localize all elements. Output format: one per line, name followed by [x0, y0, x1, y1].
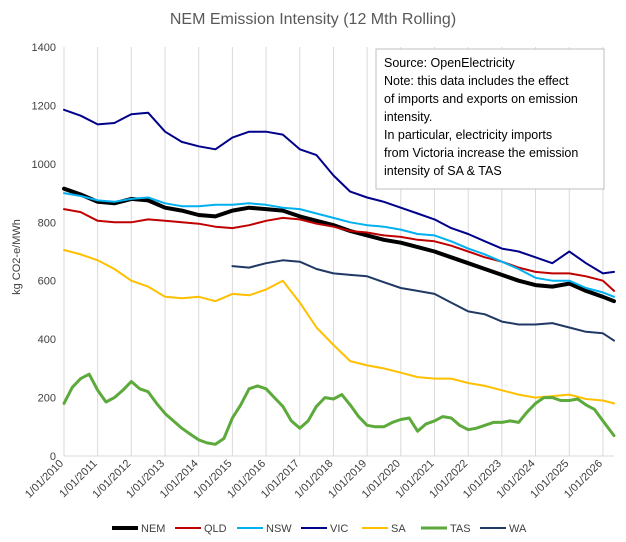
- series-line-nsw: [63, 192, 615, 298]
- legend: NEM QLD NSW VIC SA TAS WA: [112, 523, 527, 535]
- annotation-line: from Victoria increase the emission: [384, 146, 578, 160]
- y-tick-label: 200: [38, 393, 56, 405]
- series-line-vic: [63, 108, 615, 275]
- annotation-line: of imports and exports on emission: [384, 92, 578, 106]
- legend-label-vic: VIC: [330, 523, 348, 535]
- y-tick-label: 0: [50, 451, 56, 463]
- legend-label-qld: QLD: [204, 523, 227, 535]
- y-tick-label: 400: [38, 334, 56, 346]
- series-line-nem: [62, 186, 616, 304]
- series-line-tas: [62, 372, 616, 446]
- legend-label-nem: NEM: [141, 523, 165, 535]
- y-tick-label: 1200: [32, 100, 56, 112]
- series-lines: [62, 108, 616, 446]
- y-tick-label: 600: [38, 276, 56, 288]
- series-line-sa: [63, 249, 615, 405]
- y-tick-label: 1000: [32, 159, 56, 171]
- annotation-line: intensity of SA & TAS: [384, 164, 502, 178]
- annotation-box: Source: OpenElectricity Note: this data …: [375, 48, 605, 190]
- chart-title: NEM Emission Intensity (12 Mth Rolling): [170, 11, 456, 28]
- annotation-line: intensity.: [384, 110, 432, 124]
- legend-label-sa: SA: [391, 523, 406, 535]
- annotation-line: In particular, electricity imports: [384, 128, 552, 142]
- legend-label-nsw: NSW: [266, 523, 292, 535]
- y-axis-label: kg CO2-e/MWh: [11, 219, 23, 295]
- y-tick-label: 800: [38, 217, 56, 229]
- y-tick-label: 1400: [32, 42, 56, 54]
- annotation-line: Note: this data includes the effect: [384, 74, 569, 88]
- series-line-wa: [231, 259, 615, 342]
- legend-label-wa: WA: [509, 523, 527, 535]
- annotation-line: Source: OpenElectricity: [384, 56, 515, 70]
- legend-label-tas: TAS: [450, 523, 471, 535]
- series-line-qld: [63, 208, 615, 292]
